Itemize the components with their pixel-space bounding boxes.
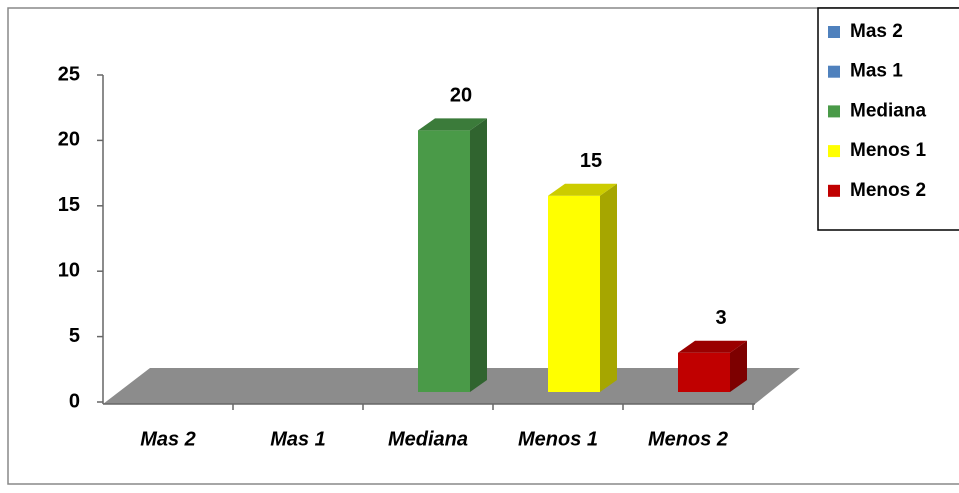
bar [678, 340, 747, 392]
bar-face [548, 183, 617, 196]
legend-swatch [828, 105, 840, 118]
y-tick-label: 0 [69, 390, 80, 412]
y-tick-label: 10 [58, 259, 80, 281]
bar-face [418, 130, 470, 392]
bar-face [548, 195, 600, 392]
y-tick-label: 15 [58, 194, 80, 216]
x-tick-label: Mas 2 [140, 428, 196, 450]
bar-face [730, 340, 747, 392]
legend-label: Menos 2 [850, 180, 926, 201]
data-label: 20 [450, 85, 472, 107]
bar-face [418, 118, 487, 131]
bar-face [678, 340, 747, 353]
data-label: 15 [580, 150, 602, 172]
x-tick-label: Menos 2 [648, 428, 728, 450]
x-tick-label: Mediana [388, 428, 468, 450]
data-label: 3 [715, 307, 726, 329]
bar-face [678, 352, 730, 392]
legend [817, 7, 959, 231]
y-tick-label: 20 [58, 129, 80, 151]
legend-swatch [828, 145, 840, 158]
legend-swatch [828, 184, 840, 197]
bar [418, 118, 487, 393]
y-tick-label: 25 [58, 63, 80, 85]
bar-face [600, 183, 617, 392]
legend-swatch [828, 26, 840, 38]
y-tick-label: 5 [69, 325, 80, 347]
legend-swatch [828, 65, 840, 78]
legend-label: Mas 2 [850, 21, 903, 42]
bar-face [470, 118, 487, 393]
legend-label: Menos 1 [850, 140, 926, 161]
bar [548, 183, 617, 392]
legend-label: Mas 1 [850, 61, 903, 82]
x-tick-label: Mas 1 [270, 428, 326, 450]
legend-label: Mediana [850, 100, 926, 121]
x-tick-label: Menos 1 [518, 428, 598, 450]
